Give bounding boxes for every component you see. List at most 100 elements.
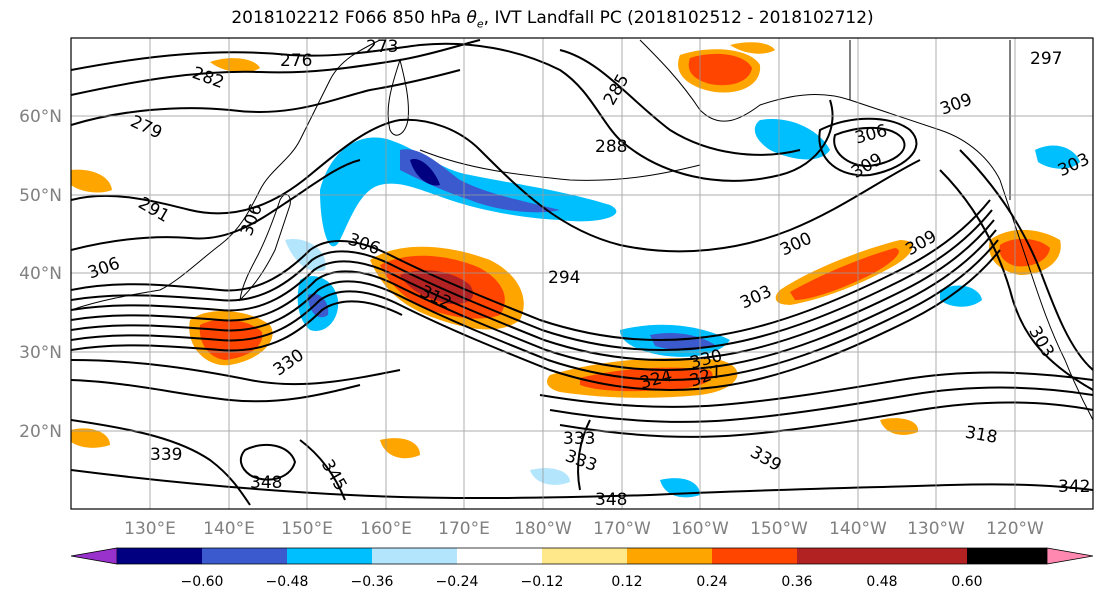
- contour-label: 294: [548, 268, 580, 288]
- contour-line: [71, 118, 921, 253]
- colorbar-extend-low: [70, 547, 118, 565]
- lat-label-60n: 60°N: [19, 107, 62, 127]
- lon-label-150w: 150°W: [750, 519, 808, 539]
- shade-neg-subtrop-inner: [650, 333, 715, 351]
- contour-line: [818, 117, 918, 177]
- lon-label-170w: 170°W: [593, 519, 651, 539]
- colorbar-tick-label: −0.24: [436, 574, 479, 590]
- contour-line: [833, 126, 906, 168]
- contour-line: [71, 69, 461, 126]
- contour-label: 276: [280, 51, 312, 71]
- lon-label-180w: 180°W: [514, 519, 572, 539]
- shade-weakneg-tropics: [530, 468, 570, 485]
- title-prefix: 2018102212 F066 850 hPa: [231, 8, 467, 28]
- colorbar-segment: [882, 548, 967, 564]
- contour-line: [577, 419, 591, 491]
- colorbar-segment: [627, 548, 712, 564]
- contour-line: [299, 439, 346, 501]
- lat-label-50n: 50°N: [19, 186, 62, 206]
- shade-pos-west-edge: [71, 169, 112, 193]
- contour-line: [71, 159, 361, 251]
- contour-line: [239, 443, 297, 481]
- contour-label: 348: [595, 490, 627, 510]
- contour-line: [71, 209, 993, 351]
- contour-label: 339: [150, 445, 182, 465]
- contour-line: [419, 42, 834, 182]
- title-symbol: θ: [466, 8, 477, 28]
- lat-label-40n: 40°N: [19, 264, 62, 284]
- contour-line: [539, 371, 1093, 408]
- colorbar-segment: [202, 548, 287, 564]
- kamchatka-coastline: [387, 58, 409, 136]
- shade-neg-west-coast-2: [940, 285, 982, 307]
- contour-line: [71, 229, 997, 371]
- contour-line: [939, 169, 1093, 391]
- title-subscript: e: [476, 17, 484, 31]
- shade-darkneg-kuril: [410, 159, 440, 186]
- lon-label-170e: 170°E: [438, 519, 490, 539]
- contour-line: [71, 44, 421, 71]
- colorbar-segment: [372, 548, 457, 564]
- contour-line: [71, 359, 401, 386]
- shade-pos-nw: [210, 58, 260, 73]
- lon-label-140w: 140°W: [829, 519, 887, 539]
- contour-line: [71, 219, 995, 361]
- lon-label-130e: 130°E: [124, 519, 176, 539]
- lon-label-160e: 160°E: [360, 519, 412, 539]
- contour-line: [71, 469, 1093, 500]
- map-title: 2018102212 F066 850 hPa θe, IVT Landfall…: [0, 8, 1105, 30]
- map-frame: [70, 37, 1094, 510]
- lon-label-140e: 140°E: [203, 519, 255, 539]
- colorbar-segment: [457, 548, 542, 564]
- contour-line: [559, 49, 801, 156]
- shade-strongneg-kuril: [400, 149, 560, 213]
- shade-strongpos-west-coast: [999, 238, 1050, 267]
- lon-label-150e: 150°E: [281, 519, 333, 539]
- colorbar-tick-label: 0.24: [696, 574, 727, 590]
- shade-strongpos-alaska: [688, 53, 752, 86]
- colorbar-extend-high: [1046, 547, 1094, 565]
- contour-line: [71, 379, 361, 403]
- colorbar: −0.60 −0.48 −0.36 −0.24 −0.12 0.12 0.24 …: [70, 547, 1094, 590]
- title-suffix: , IVT Landfall PC (2018102512 - 20181027…: [483, 8, 874, 28]
- shade-pos-west-edge2: [71, 428, 110, 448]
- shade-neg-gulf-alaska: [754, 119, 830, 160]
- colorbar-segment: [967, 548, 1047, 564]
- shade-neg-west-coast: [1035, 145, 1080, 169]
- contour-line: [71, 419, 251, 506]
- contour-label: 273: [366, 37, 398, 57]
- shade-pos-south: [380, 438, 420, 459]
- colorbar-tick-label: 0.36: [781, 574, 812, 590]
- contour-line: [549, 386, 1093, 423]
- colorbar-tick-label: −0.36: [351, 574, 394, 590]
- colorbar-tick-label: 0.48: [866, 574, 897, 590]
- contour-label: 342: [1058, 477, 1090, 497]
- contour-line: [71, 239, 999, 381]
- colorbar-tick-label: −0.48: [266, 574, 309, 590]
- colorbar-tick-label: −0.60: [181, 574, 224, 590]
- colorbar-border: [117, 547, 1047, 565]
- contour-line: [71, 199, 991, 341]
- asia-coastline: [71, 39, 381, 311]
- contour-layer: [71, 39, 1093, 506]
- shade-pos-nw2: [730, 42, 775, 54]
- lat-label-20n: 20°N: [19, 422, 62, 442]
- contour-line: [959, 149, 1093, 371]
- latitude-labels: 60°N 50°N 40°N 30°N 20°N: [19, 107, 62, 442]
- longitude-labels: 130°E 140°E 150°E 160°E 170°E 180°W 170°…: [124, 519, 1044, 539]
- colorbar-tick-label: −0.12: [521, 574, 564, 590]
- lon-label-120w: 120°W: [986, 519, 1044, 539]
- contour-label: 333: [563, 429, 595, 449]
- shade-strongpos-east: [790, 248, 899, 300]
- lat-label-30n: 30°N: [19, 343, 62, 363]
- colorbar-segment: [712, 548, 797, 564]
- lon-label-130w: 130°W: [907, 519, 965, 539]
- contour-line: [559, 401, 1093, 438]
- contour-label: 348: [250, 473, 282, 493]
- contour-line: [71, 300, 403, 352]
- lon-label-160w: 160°W: [671, 519, 729, 539]
- colorbar-tick-label: 0.12: [611, 574, 642, 590]
- colorbar-segment: [797, 548, 882, 564]
- colorbar-ticks: −0.60 −0.48 −0.36 −0.24 −0.12 0.12 0.24 …: [181, 574, 983, 590]
